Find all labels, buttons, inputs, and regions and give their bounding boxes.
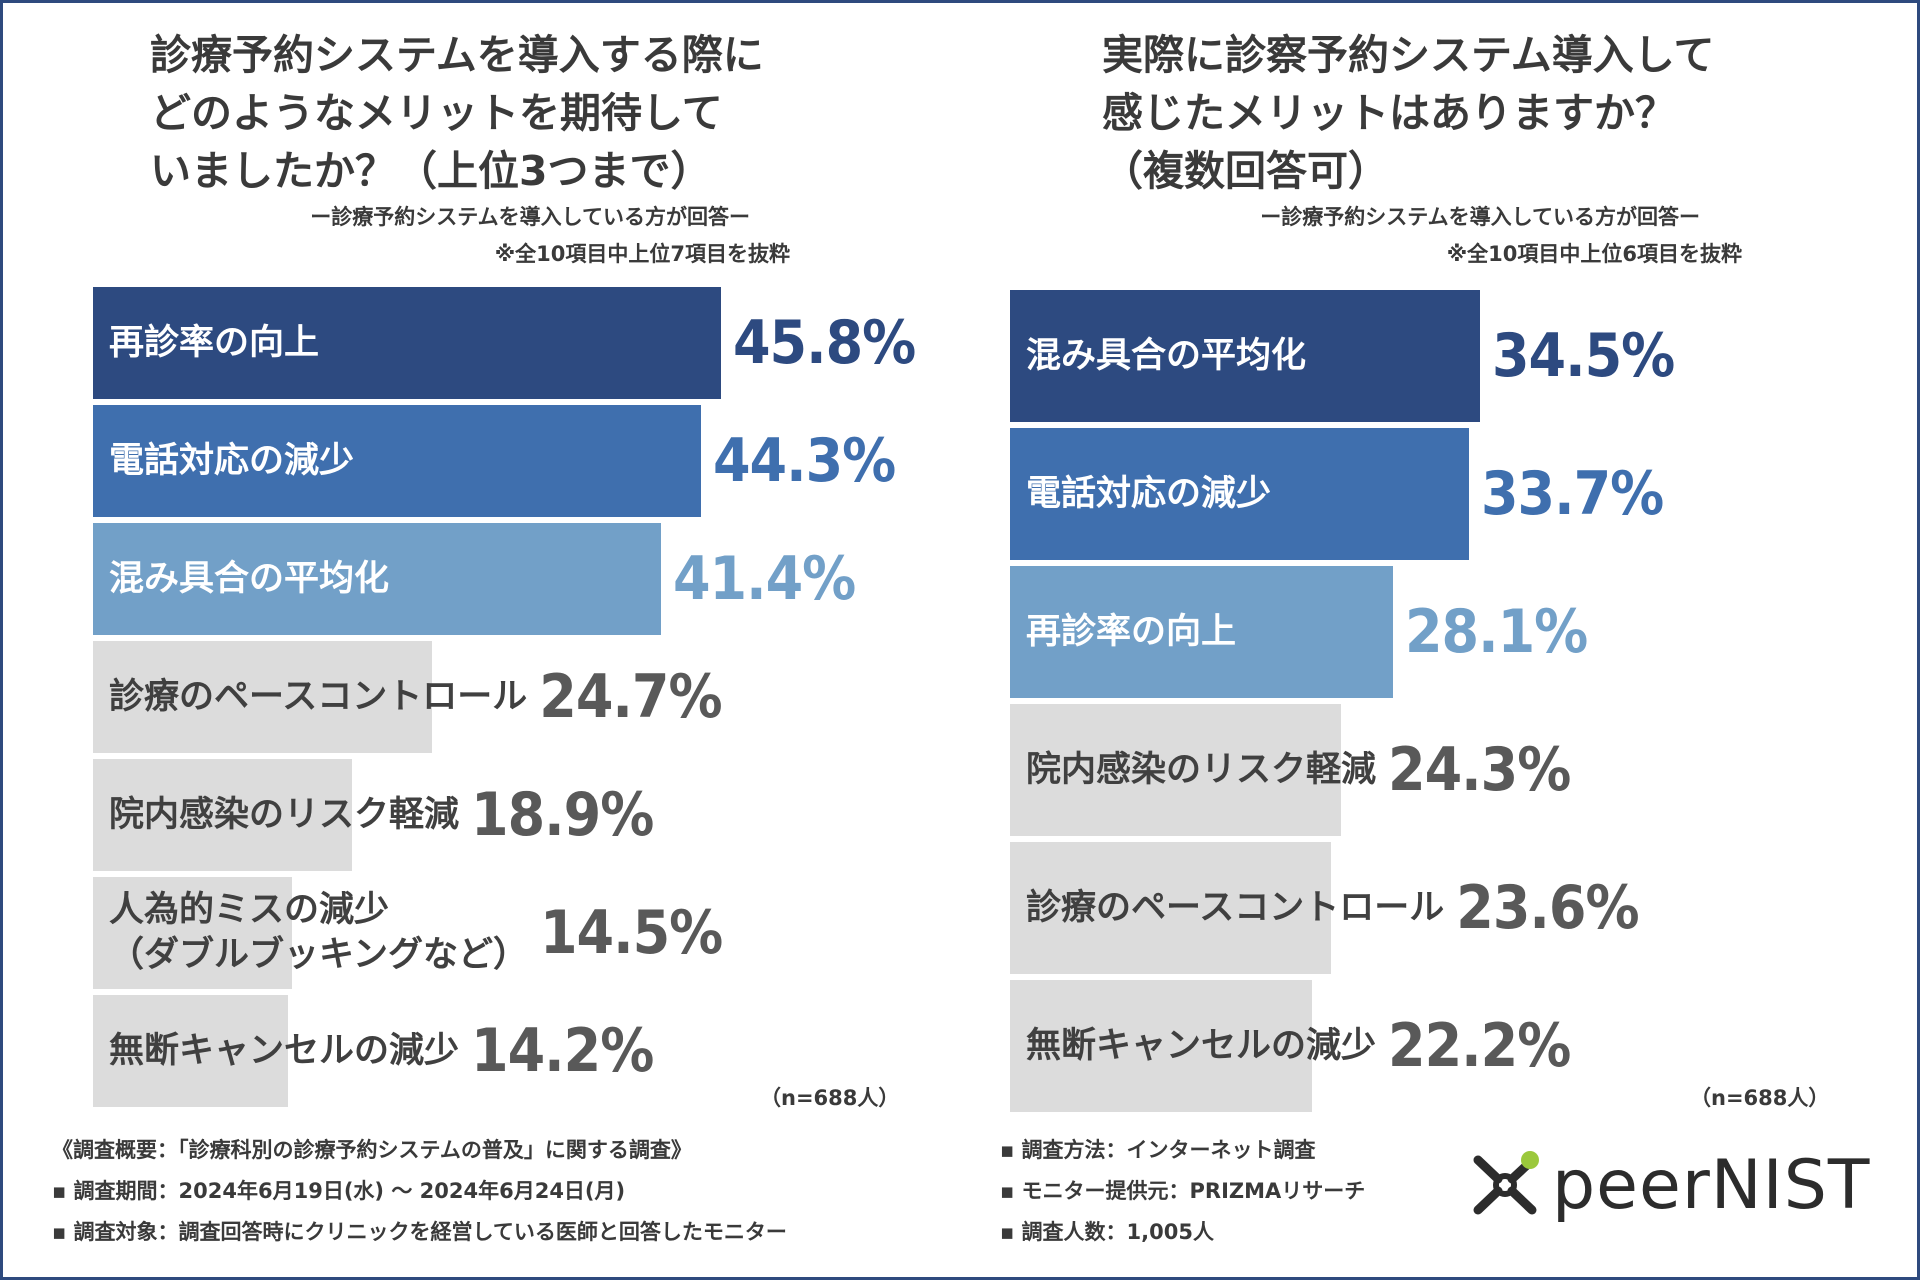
footer-survey-target: ▪ 調査対象：調査回答時にクリニックを経営している医師と回答したモニター (52, 1220, 787, 1244)
right-bar (1010, 290, 1480, 422)
right-bar-value: 23.6% (1456, 873, 1639, 943)
left-bar-row: 混み具合の平均化 41.4% (93, 523, 993, 635)
right-bar (1010, 428, 1469, 560)
footer-survey-period: ▪ 調査期間：2024年6月19日(水) 〜 2024年6月24日(月) (52, 1179, 626, 1203)
left-bar-row: 院内感染のリスク軽減 18.9% (93, 759, 993, 871)
left-bar (93, 641, 432, 753)
right-bar-row: 電話対応の減少 33.7% (1010, 428, 1910, 560)
left-bar-label: 電話対応の減少 (109, 440, 355, 481)
left-bar-value: 18.9% (471, 780, 654, 850)
logo-text: peerNIST (1552, 1145, 1871, 1225)
left-n-note: （n=688人） (760, 1086, 900, 1110)
right-bar-label: 混み具合の平均化 (1026, 335, 1307, 376)
left-bar-label: 再診率の向上 (109, 322, 320, 363)
left-bar-label: 無断キャンセルの減少 (109, 1030, 460, 1071)
right-bar-value: 22.2% (1388, 1011, 1571, 1081)
right-n-note: （n=688人） (1690, 1086, 1830, 1110)
right-bar (1010, 566, 1393, 698)
right-subtitle: ー診療予約システムを導入している方が回答ー (1260, 205, 1700, 229)
right-bar-label: 再診率の向上 (1026, 611, 1237, 652)
left-bar-value: 14.5% (539, 898, 723, 968)
right-bar-row: 診療のペースコントロール 23.6% (1010, 842, 1910, 974)
right-bar-value: 33.7% (1481, 459, 1664, 529)
right-subtitle-note: ※全10項目中上位6項目を抜粋 (1446, 242, 1742, 266)
left-bar (93, 405, 701, 517)
peernist-x-icon (1473, 1151, 1539, 1215)
right-bar-row: 無断キャンセルの減少 22.2% (1010, 980, 1910, 1112)
left-bar-label: 院内感染のリスク軽減 (109, 794, 460, 835)
left-bar-row: 無断キャンセルの減少 14.2% (93, 995, 993, 1107)
left-bar (93, 287, 721, 399)
left-bar-value: 45.8% (733, 308, 916, 378)
right-bar-value: 24.3% (1388, 735, 1571, 805)
right-title: 実際に診察予約システム導入して 感じたメリットはありますか？ （複数回答可） (1102, 26, 1715, 200)
left-subtitle-note: ※全10項目中上位7項目を抜粋 (494, 242, 790, 266)
footer-survey-summary: 《調査概要：「診療科別の診療予約システムの普及」に関する調査》 (52, 1138, 692, 1162)
left-title-line: どのようなメリットを期待して (150, 89, 723, 137)
footer-survey-method: ▪ 調査方法：インターネット調査 (1000, 1138, 1316, 1162)
right-title-line: 感じたメリットはありますか？ (1102, 89, 1676, 137)
left-bar-value: 41.4% (673, 544, 856, 614)
left-bar (93, 995, 288, 1107)
right-bar (1010, 980, 1312, 1112)
right-bar-label: 電話対応の減少 (1026, 473, 1272, 514)
left-title-line: 診療予約システムを導入する際に (150, 31, 764, 79)
left-title-line: いましたか？（上位3つまで） (150, 147, 712, 195)
left-bar (93, 877, 292, 989)
right-bar-row: 混み具合の平均化 34.5% (1010, 290, 1910, 422)
peernist-logo: peerNIST (1468, 1140, 1888, 1230)
left-bar-value: 14.2% (471, 1016, 654, 1086)
left-title: 診療予約システムを導入する際に どのようなメリットを期待して いましたか？（上位… (150, 26, 764, 200)
left-subtitle: ー診療予約システムを導入している方が回答ー (310, 205, 750, 229)
right-bar-row: 再診率の向上 28.1% (1010, 566, 1910, 698)
footer-monitor-provider: ▪ モニター提供元：PRIZMAリサーチ (1000, 1179, 1366, 1203)
left-bar-row: 診療のペースコントロール 24.7% (93, 641, 993, 753)
right-bar-row: 院内感染のリスク軽減 24.3% (1010, 704, 1910, 836)
left-bar-label: 混み具合の平均化 (109, 558, 390, 599)
right-bar (1010, 704, 1341, 836)
left-bar-value: 44.3% (713, 426, 896, 496)
right-title-line: 実際に診察予約システム導入して (1102, 31, 1715, 79)
right-bar-label: 院内感染のリスク軽減 (1026, 749, 1377, 790)
left-bar-row: 再診率の向上 45.8% (93, 287, 993, 399)
footer-right: ▪ 調査方法：インターネット調査 ▪ モニター提供元：PRIZMAリサーチ ▪ … (1000, 1136, 1365, 1246)
right-bar-label: 診療のペースコントロール (1026, 887, 1445, 928)
left-bar-label: 診療のペースコントロール (109, 676, 528, 717)
left-bar (93, 759, 352, 871)
right-bar-value: 28.1% (1405, 597, 1588, 667)
footer-left: 《調査概要：「診療科別の診療予約システムの普及」に関する調査》 ▪ 調査期間：2… (52, 1136, 787, 1246)
right-bar-label: 無断キャンセルの減少 (1026, 1025, 1377, 1066)
left-bar-label: 人為的ミスの減少 （ダブルブッキングなど） (109, 890, 528, 975)
left-bar-value: 24.7% (539, 662, 722, 732)
footer-survey-count: ▪ 調査人数：1,005人 (1000, 1220, 1214, 1244)
right-bar-value: 34.5% (1492, 321, 1675, 391)
left-bar-row: 電話対応の減少 44.3% (93, 405, 993, 517)
right-bar (1010, 842, 1331, 974)
left-bar (93, 523, 661, 635)
right-title-line: （複数回答可） (1102, 147, 1389, 195)
left-bar-row: 人為的ミスの減少 （ダブルブッキングなど） 14.5% (93, 877, 993, 989)
